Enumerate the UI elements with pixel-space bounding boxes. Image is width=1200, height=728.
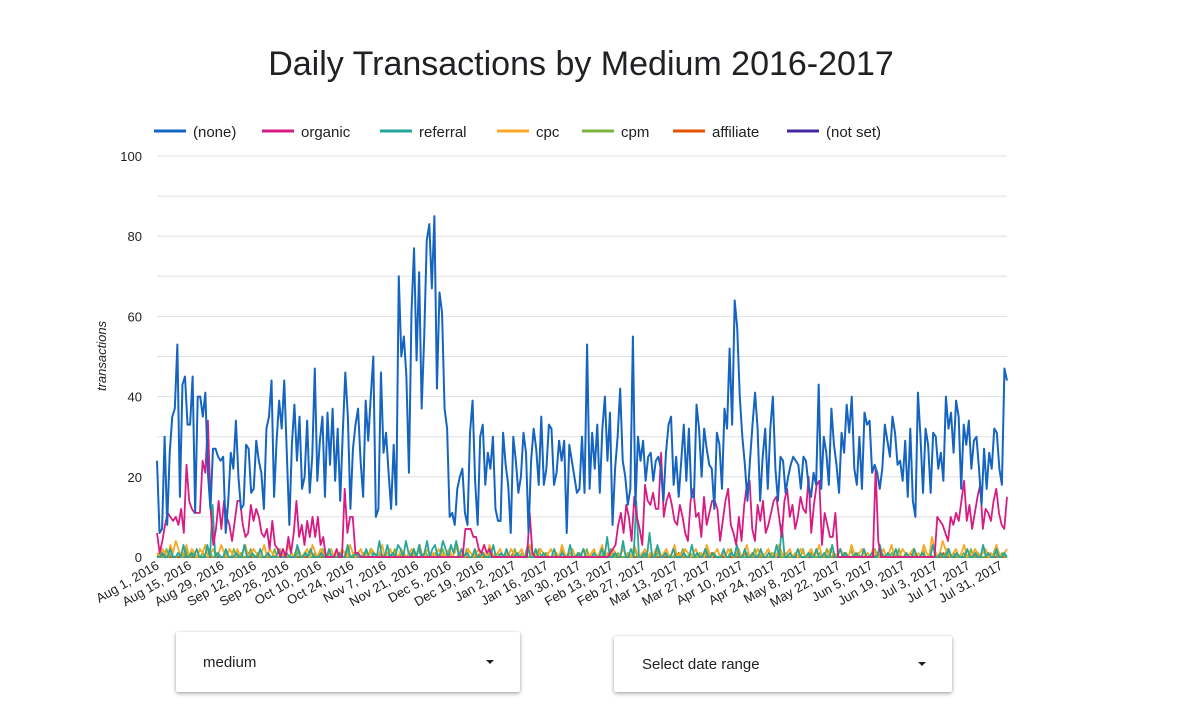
- legend-label: referral: [419, 124, 467, 141]
- gridlines: [157, 155, 1007, 558]
- y-tick-label: 0: [135, 550, 142, 565]
- legend-label: cpc: [536, 124, 560, 141]
- date-range-dropdown[interactable]: Select date range: [614, 636, 952, 692]
- legend-label: organic: [301, 124, 351, 141]
- legend-label: affiliate: [712, 124, 759, 141]
- series-line-referral: [157, 499, 1008, 558]
- chart-title: Daily Transactions by Medium 2016-2017: [268, 45, 894, 83]
- series-line-organic: [156, 419, 1008, 558]
- y-axis-ticks: 0 20 40 60 80 100: [120, 149, 142, 565]
- medium-dropdown[interactable]: medium: [176, 632, 520, 692]
- y-axis-label: transactions: [94, 320, 109, 391]
- series-line-none: [156, 215, 1008, 534]
- legend: (none) organic referral cpc cpm affiliate (not…: [154, 124, 881, 141]
- legend-label: cpm: [621, 124, 649, 141]
- chart: Daily Transactions by Medium 2016-2017 (…: [93, 45, 1008, 610]
- chevron-down-icon: [486, 660, 494, 664]
- legend-label: (none): [193, 124, 236, 141]
- y-tick-label: 40: [128, 390, 142, 405]
- y-tick-label: 100: [120, 149, 142, 164]
- chevron-down-icon: [918, 662, 926, 666]
- date-range-dropdown-label: Select date range: [642, 655, 760, 673]
- medium-dropdown-label: medium: [203, 653, 257, 671]
- series-lines: [156, 215, 1008, 558]
- y-tick-label: 20: [128, 470, 142, 485]
- legend-label: (not set): [826, 124, 881, 141]
- y-tick-label: 80: [128, 229, 142, 244]
- y-tick-label: 60: [128, 309, 142, 324]
